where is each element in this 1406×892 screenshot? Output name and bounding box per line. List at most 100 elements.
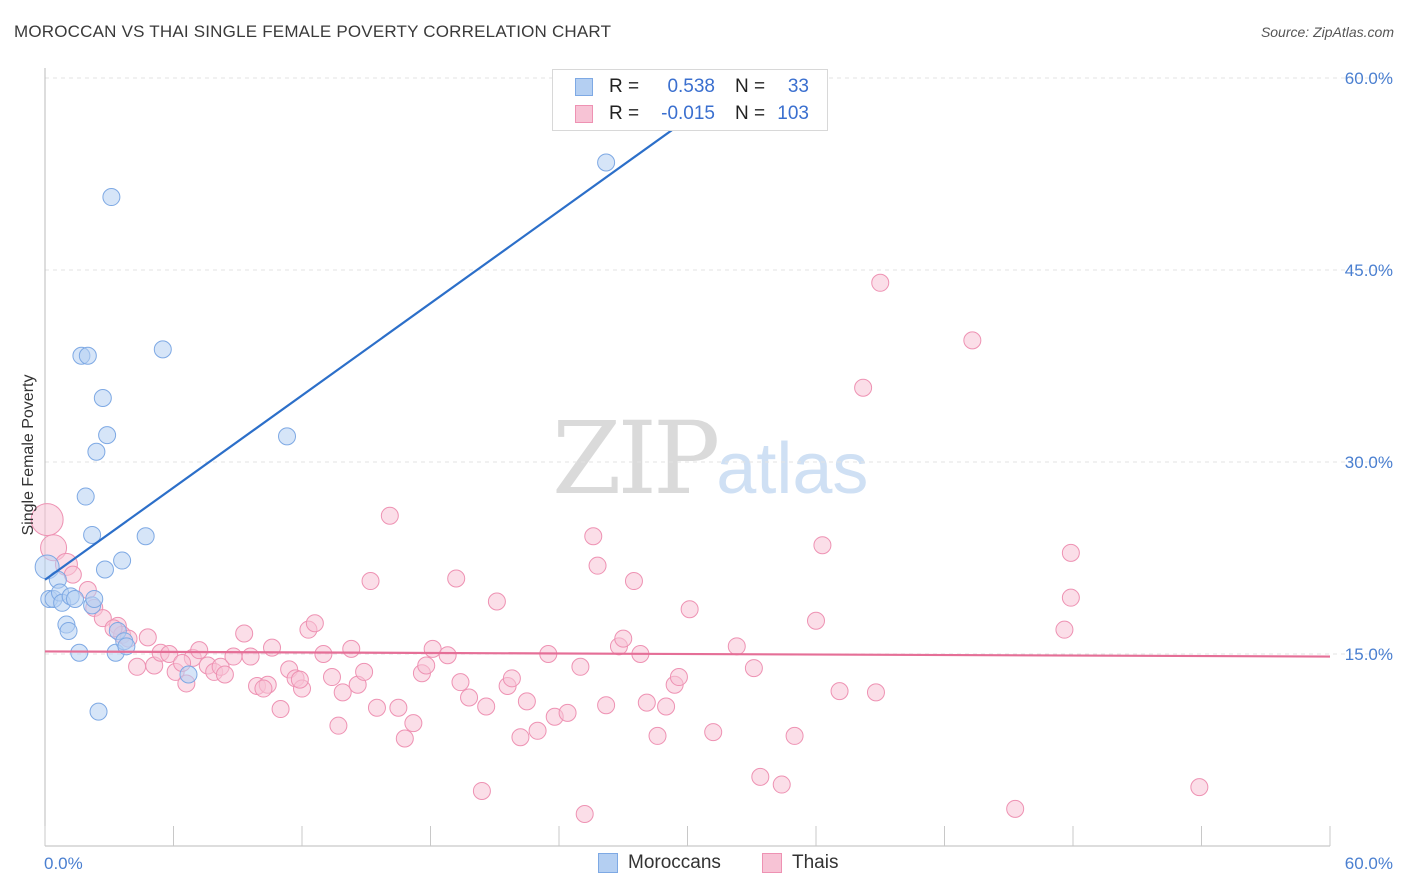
legend-r-label: R = <box>609 76 640 97</box>
moroccan-point <box>153 340 172 359</box>
thai-point <box>160 645 179 663</box>
thai-point <box>558 703 577 722</box>
y-tick-label: 15.0% <box>1345 645 1393 664</box>
axes <box>44 68 1331 847</box>
thai-point <box>128 657 147 676</box>
legend-label-moroccans: Moroccans <box>628 852 721 873</box>
trend-line-moroccans <box>44 102 710 581</box>
thai-point <box>854 378 873 397</box>
thai-point <box>333 683 352 702</box>
thai-point <box>807 611 825 630</box>
thai-point <box>30 503 64 537</box>
thai-point <box>451 673 470 692</box>
thai-point <box>404 714 423 733</box>
thai-point <box>1190 778 1209 797</box>
thai-point <box>517 692 536 711</box>
thai-point <box>342 639 361 658</box>
thai-point <box>380 506 399 525</box>
thai-point <box>263 638 282 657</box>
watermark-atlas: atlas <box>716 429 869 509</box>
thai-point <box>528 721 547 740</box>
thai-point <box>751 767 770 786</box>
legend-n-value: 103 <box>777 103 809 124</box>
legend-n-label: N = <box>735 103 766 124</box>
thai-point <box>571 657 590 676</box>
thai-point <box>487 592 506 611</box>
moroccan-point <box>83 525 102 544</box>
thai-point <box>727 637 746 656</box>
thai-point <box>329 716 348 735</box>
thai-point <box>235 624 254 643</box>
thai-point <box>704 723 723 742</box>
y-tick-label: 60.0% <box>1345 69 1393 88</box>
trend-lines <box>44 102 1331 658</box>
moroccan-point <box>65 589 84 608</box>
thai-point <box>472 781 491 800</box>
thai-point <box>871 273 890 292</box>
thai-point <box>224 647 243 666</box>
moroccan-point <box>85 589 104 608</box>
moroccan-point <box>117 637 136 656</box>
thai-point <box>624 572 643 591</box>
legend-r-label: R = <box>609 103 640 124</box>
watermark: ZIPatlas <box>552 400 868 517</box>
thai-point <box>648 726 667 745</box>
thai-point <box>830 682 849 701</box>
thai-point <box>361 572 380 591</box>
thai-point <box>597 696 616 715</box>
moroccan-point <box>98 426 117 445</box>
thai-point <box>438 646 457 665</box>
moroccan-point <box>113 551 132 570</box>
thai-point <box>190 641 209 660</box>
thai-point <box>657 697 676 716</box>
thai-point <box>1006 799 1025 818</box>
thai-point <box>290 670 309 689</box>
thai-point <box>322 668 341 687</box>
tick-labels: 15.0% 30.0% 45.0% 60.0% 0.0% 60.0% <box>44 69 1393 873</box>
legend-row-thais: R = -0.015 N = 103 <box>575 101 809 127</box>
moroccan-point <box>78 346 97 365</box>
chart-title: MOROCCAN VS THAI SINGLE FEMALE POVERTY C… <box>14 22 612 41</box>
thai-point <box>389 698 408 717</box>
thai-point <box>637 693 656 712</box>
legend-item-thais[interactable]: Thais <box>762 852 838 874</box>
x-tick-label: 0.0% <box>44 854 83 873</box>
x-tick-label: 60.0% <box>1345 854 1393 873</box>
legend-n-value: 33 <box>787 76 809 97</box>
thai-point <box>271 700 290 719</box>
moroccan-point <box>278 427 297 446</box>
moroccan-point <box>76 487 95 506</box>
series-thais <box>30 273 1209 823</box>
moroccan-point <box>87 442 106 461</box>
thai-point <box>138 628 157 647</box>
source-label: Source: ZipAtlas.com <box>1260 24 1394 40</box>
moroccan-point <box>93 389 112 407</box>
thai-point <box>614 629 633 648</box>
grid-lines <box>45 77 1392 655</box>
thai-point <box>477 697 496 716</box>
thai-point <box>785 726 804 745</box>
moroccan-point <box>59 621 78 640</box>
thai-point <box>744 659 763 678</box>
thai-point <box>588 556 607 575</box>
thai-point <box>669 668 688 687</box>
correlation-legend: R = 0.538 N = 33 R = -0.015 N = 103 <box>552 69 828 131</box>
moroccan-point <box>89 702 108 721</box>
thai-point <box>314 645 333 663</box>
thai-point <box>813 536 832 555</box>
thai-point <box>772 775 791 794</box>
trend-line-thais <box>44 650 1331 658</box>
thai-point <box>395 729 414 748</box>
legend-item-moroccans[interactable]: Moroccans <box>598 852 721 874</box>
moroccan-point <box>179 665 198 684</box>
thai-point <box>1061 543 1080 562</box>
thai-point <box>63 565 82 584</box>
thai-point <box>367 698 386 717</box>
thai-point <box>866 683 885 702</box>
series-moroccans <box>34 153 616 721</box>
thai-point <box>1061 588 1080 607</box>
moroccan-point <box>102 188 121 207</box>
thai-point <box>447 569 466 588</box>
y-tick-label: 30.0% <box>1345 453 1393 472</box>
